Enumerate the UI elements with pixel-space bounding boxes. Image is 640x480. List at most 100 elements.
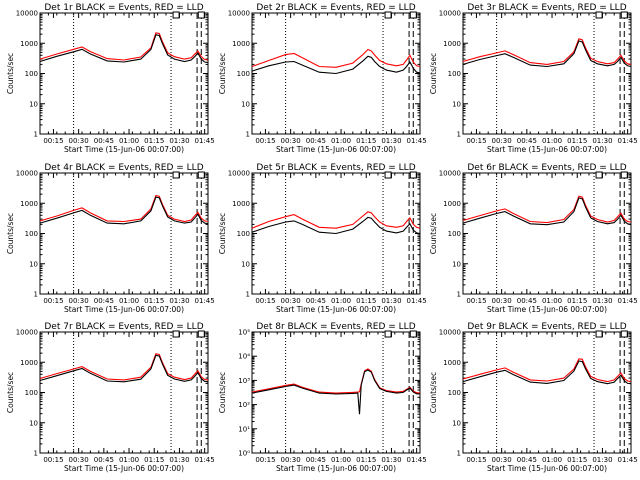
y-tick-label: 1000 [20,40,38,48]
y-tick-label: 100 [448,389,461,397]
x-tick-label: 00:30 [492,297,512,305]
x-tick-label: 01:45 [195,137,215,145]
y-axis-label: Counts/sec [429,372,438,413]
y-tick-label: 1000 [443,40,461,48]
x-tick-label: 00:15 [43,137,63,145]
x-tick-label: 01:45 [618,456,638,464]
x-tick-label: 01:30 [381,456,401,464]
plot-frame [462,12,632,135]
y-axis-label: Counts/sec [6,53,15,94]
y-tick-label: 1 [246,291,250,299]
lld-rate-line [39,32,209,61]
y-axis-label: Counts/sec [429,213,438,254]
y-tick-label: 100 [237,70,250,78]
y-tick-label: 10³ [238,377,250,385]
y-tick-label: 10⁰ [238,450,250,458]
y-tick-label: 10¹ [238,425,250,433]
x-axis-label: Start Time (15-Jun-06 00:07:00) [276,464,396,473]
x-tick-label: 01:00 [331,137,351,145]
y-tick-label: 1 [34,450,38,458]
plot-frame [39,12,209,135]
x-tick-label: 01:15 [567,297,587,305]
x-tick-label: 01:15 [356,137,376,145]
events-rate-line [462,40,632,68]
y-tick-label: 1 [34,291,38,299]
detector-panel: Det 1r BLACK = Events, RED = LLD 1 10 100 10… [6,3,215,154]
detector-panel: Det 6r BLACK = Events, RED = LLD 1 10 100 10… [429,163,638,314]
square-marker [595,330,603,338]
y-tick-label: 1 [457,291,461,299]
x-tick-label: 00:45 [306,297,326,305]
lld-rate-line [251,368,421,394]
y-axis-label: Counts/sec [429,53,438,94]
plot-frame [39,172,209,295]
y-tick-label: 10000 [16,170,38,178]
lld-rate-line [251,48,421,68]
square-marker [409,11,417,19]
x-tick-label: 00:45 [94,456,114,464]
panel-title: Det 8r BLACK = Events, RED = LLD [256,322,415,332]
x-tick-label: 01:00 [542,297,562,305]
x-tick-label: 00:30 [281,137,301,145]
y-axis-label: Counts/sec [218,213,227,254]
panel-title: Det 4r BLACK = Events, RED = LLD [44,163,203,173]
x-tick-label: 00:30 [69,456,89,464]
x-tick-label: 01:45 [195,297,215,305]
x-tick-label: 00:45 [517,297,537,305]
x-tick-label: 01:15 [356,456,376,464]
x-tick-label: 01:45 [618,137,638,145]
y-tick-label: 10000 [16,329,38,337]
x-axis-label: Start Time (15-Jun-06 00:07:00) [276,145,396,154]
x-tick-label: 01:45 [407,456,427,464]
y-tick-label: 10 [29,100,38,108]
panel-title: Det 1r BLACK = Events, RED = LLD [44,3,203,13]
y-axis-label: Counts/sec [6,213,15,254]
x-tick-label: 01:00 [119,456,139,464]
y-tick-label: 10² [238,401,250,409]
y-tick-label: 1000 [20,200,38,208]
events-rate-line [39,354,209,383]
x-tick-label: 01:30 [592,137,612,145]
y-tick-label: 10000 [439,170,461,178]
x-tick-label: 00:30 [281,456,301,464]
x-tick-label: 01:30 [169,297,189,305]
y-tick-label: 10 [241,100,250,108]
square-marker [384,171,392,179]
y-tick-label: 10000 [228,10,250,18]
square-marker [384,330,392,338]
panel-title: Det 3r BLACK = Events, RED = LLD [467,3,626,13]
events-rate-line [251,216,421,235]
detector-panel: Det 2r BLACK = Events, RED = LLD 1 10 100 10… [218,3,427,154]
lld-rate-line [462,358,632,383]
plot-frame [462,172,632,295]
x-tick-label: 00:30 [281,297,301,305]
panel-title: Det 9r BLACK = Events, RED = LLD [467,322,626,332]
x-tick-label: 00:45 [94,297,114,305]
x-tick-label: 01:15 [567,137,587,145]
x-axis-label: Start Time (15-Jun-06 00:07:00) [64,464,184,473]
detector-panel: Det 7r BLACK = Events, RED = LLD 1 10 100 10… [6,322,215,473]
lld-rate-line [251,211,421,229]
x-axis-label: Start Time (15-Jun-06 00:07:00) [487,305,607,314]
x-tick-label: 01:45 [407,297,427,305]
panel-title: Det 5r BLACK = Events, RED = LLD [256,163,415,173]
y-axis-label: Counts/sec [6,372,15,413]
y-axis-label: Counts/sec [218,53,227,94]
y-tick-label: 10 [29,260,38,268]
square-marker [197,11,205,19]
lld-rate-line [462,195,632,224]
square-marker [197,171,205,179]
x-tick-label: 01:15 [567,456,587,464]
x-tick-label: 01:30 [169,456,189,464]
x-tick-label: 00:15 [466,456,486,464]
square-marker [620,11,628,19]
x-tick-label: 01:30 [592,456,612,464]
y-tick-label: 1000 [443,200,461,208]
y-tick-label: 10000 [16,10,38,18]
x-tick-label: 00:15 [43,456,63,464]
y-tick-label: 100 [25,70,38,78]
x-tick-label: 00:30 [492,137,512,145]
square-marker [595,171,603,179]
y-tick-label: 1000 [232,40,250,48]
detector-panel: Det 4r BLACK = Events, RED = LLD 1 10 100 10… [6,163,215,314]
